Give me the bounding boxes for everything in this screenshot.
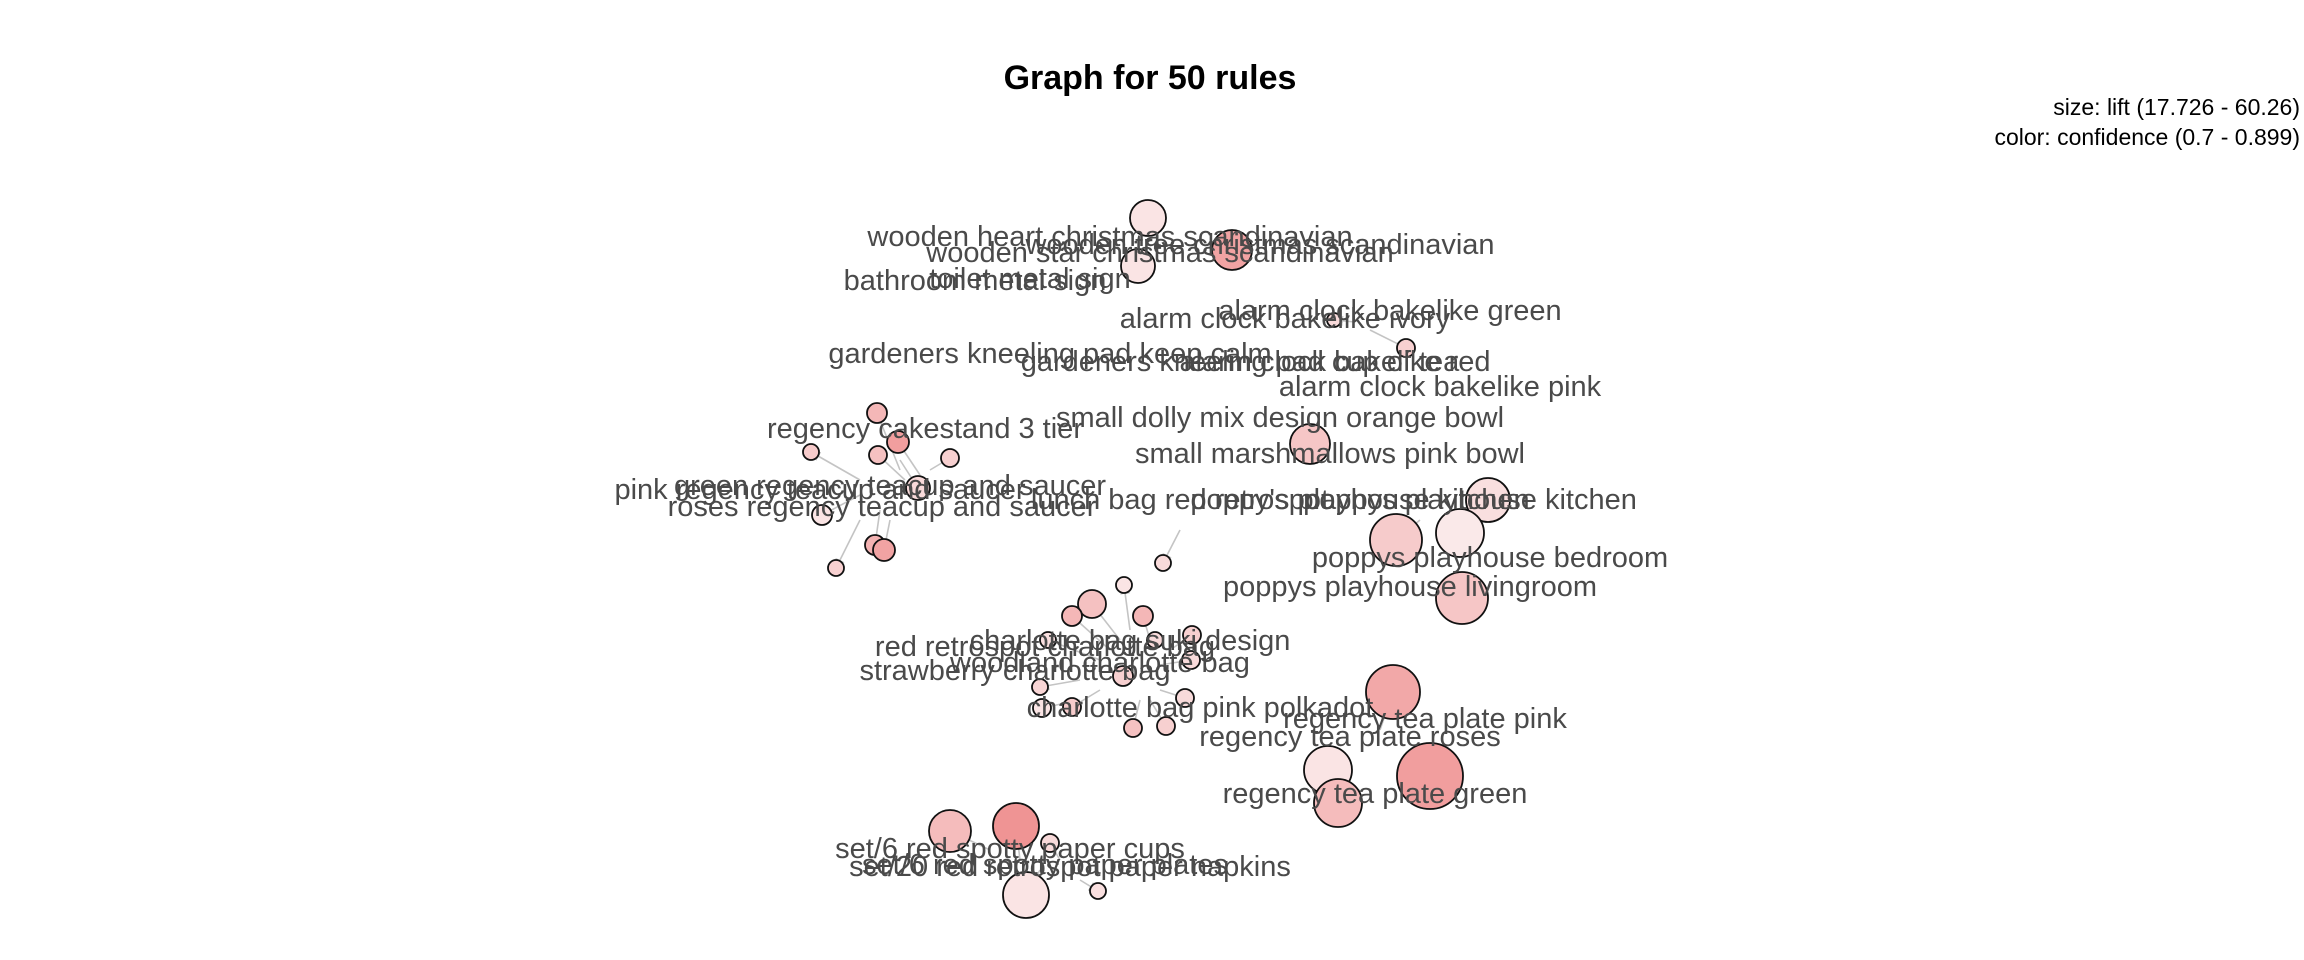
- rule-node: [1435, 508, 1485, 558]
- item-label: set/6 red spotty paper plates: [862, 849, 1228, 881]
- item-label: lunch bag red retrospot: [1031, 484, 1329, 516]
- item-label: woodland charlotte bag: [949, 647, 1250, 679]
- rule-node: [1365, 664, 1421, 720]
- rule-node: [992, 802, 1040, 850]
- rule-node: [1313, 778, 1363, 828]
- rule-node: [1326, 312, 1342, 328]
- rule-edge: [810, 451, 861, 481]
- rule-node: [1154, 554, 1172, 572]
- item-label: alarm clock bakelike red: [1179, 346, 1490, 378]
- rule-node: [1115, 576, 1133, 594]
- item-label: set/6 red spotty paper cups: [835, 833, 1185, 865]
- rule-node: [1031, 678, 1049, 696]
- rule-node: [1040, 833, 1060, 853]
- rule-node: [1396, 742, 1464, 810]
- item-label: poppys playhouse kitchen: [1303, 484, 1637, 516]
- rule-node: [1132, 605, 1154, 627]
- rule-node: [1061, 605, 1083, 627]
- rule-node: [1435, 571, 1489, 625]
- rule-node: [1039, 631, 1057, 649]
- item-label: small marshmallows pink bowl: [1135, 438, 1525, 470]
- item-label: regency tea plate pink: [1283, 703, 1567, 735]
- item-label: wooden heart christmas scandinavian: [866, 221, 1352, 253]
- item-label: alarm clock bakelike green: [1218, 295, 1561, 327]
- item-label: charlotte bag suki design: [970, 625, 1291, 657]
- item-label: regency tea plate green: [1223, 778, 1528, 810]
- item-label: charlotte bag pink polkadot: [1027, 692, 1374, 724]
- rule-node: [1465, 477, 1511, 523]
- rule-nodes: [802, 199, 1511, 919]
- rule-node: [1146, 631, 1164, 649]
- rule-node: [1112, 665, 1134, 687]
- rule-node: [905, 475, 931, 501]
- rule-node: [1062, 697, 1082, 717]
- item-label: regency cakestand 3 tier: [767, 413, 1083, 445]
- graph-title: Graph for 50 rules: [1004, 59, 1297, 97]
- rule-node: [811, 504, 833, 526]
- item-label: alarm clock bakelike ivory: [1120, 303, 1451, 335]
- rule-node: [1032, 698, 1052, 718]
- item-label: toilet metal sign: [929, 263, 1131, 295]
- rule-node: [1002, 871, 1050, 919]
- rule-node: [802, 443, 820, 461]
- rule-node: [1182, 625, 1202, 645]
- item-label: poppy's playhouse kitchen: [1190, 484, 1529, 516]
- item-label: poppys playhouse bedroom: [1312, 542, 1668, 574]
- rule-node: [1369, 513, 1423, 567]
- rule-node: [872, 538, 896, 562]
- rule-node: [1120, 248, 1156, 284]
- item-labels: wooden heart christmas scandinavian wood…: [614, 221, 1668, 883]
- rule-node: [868, 445, 888, 465]
- rule-node: [1077, 589, 1107, 619]
- rule-node: [1211, 229, 1253, 271]
- rule-node: [1129, 199, 1167, 237]
- item-label: gardeners kneeling pad cup of tea: [1021, 346, 1460, 378]
- item-label: strawberry charlotte bag: [859, 655, 1170, 687]
- rule-edge: [835, 519, 861, 569]
- rule-node: [940, 448, 960, 468]
- item-label: alarm clock bakelike pink: [1279, 371, 1602, 403]
- item-label: gardeners kneeling pad keep calm: [828, 338, 1271, 370]
- rule-node: [1175, 688, 1195, 708]
- rule-node: [928, 809, 972, 853]
- rule-node: [866, 402, 888, 424]
- legend-size: size: lift (17.726 - 60.26): [2053, 94, 2300, 120]
- item-label: wooden star christmas scandinavian: [925, 237, 1393, 269]
- rule-node: [827, 559, 845, 577]
- item-label: poppys playhouse livingroom: [1223, 571, 1597, 603]
- item-label: green regency teacup and saucer: [674, 470, 1106, 502]
- legend-color: color: confidence (0.7 - 0.899): [1994, 124, 2300, 150]
- item-label: pink regency teacup and saucer: [614, 474, 1025, 506]
- rule-node: [1156, 716, 1176, 736]
- item-label: small dolly mix design orange bowl: [1056, 402, 1504, 434]
- rule-node: [1396, 338, 1416, 358]
- item-label: regency tea plate roses: [1199, 721, 1500, 753]
- rule-node: [1181, 650, 1201, 670]
- rule-node: [1289, 423, 1331, 465]
- item-label: red retrospot charlotte bag: [875, 631, 1215, 663]
- rule-edge: [1047, 638, 1101, 661]
- item-label: wooden tree christmas scandinavian: [1024, 229, 1494, 261]
- rule-node: [1089, 882, 1107, 900]
- item-label: roses regency teacup and saucer: [668, 491, 1097, 523]
- item-label: bathroom metal sign: [844, 265, 1107, 297]
- rule-node: [886, 430, 910, 454]
- item-label: set/20 red retrospot paper napkins: [849, 851, 1291, 883]
- rule-node: [1123, 718, 1143, 738]
